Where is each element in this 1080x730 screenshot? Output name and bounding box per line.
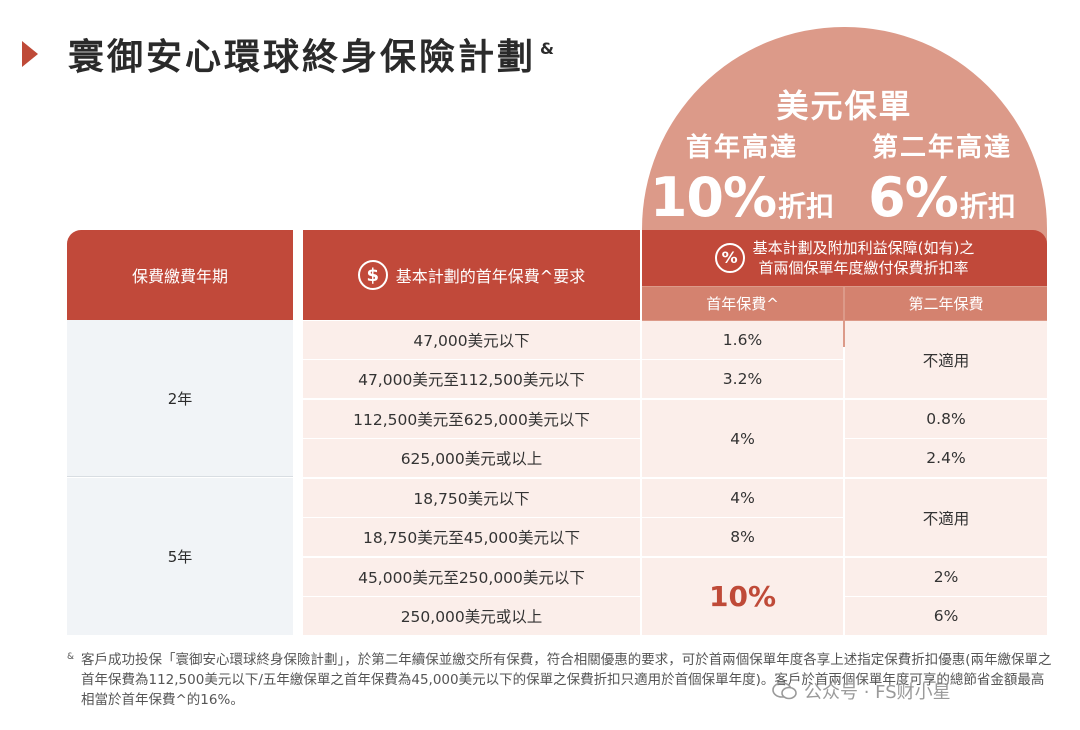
year1-cell: 3.2% [642,360,843,398]
table-row-req: 47,000美元至112,500美元以下 [303,360,640,398]
footnote-text: 客戶成功投保「寰御安心環球終身保險計劃」，於第二年續保並繳交所有保費，符合相關優… [81,652,1052,708]
year2-cell: 2% [845,558,1047,596]
year1-highlight-value: 10% [708,580,777,613]
promo-heading: 美元保單 [776,87,913,125]
table-row-req: 45,000美元至250,000美元以下 [303,558,640,596]
table-row-req: 18,750美元以下 [303,479,640,517]
promo-year2-pct: 6% [868,166,959,229]
promo-year2-label: 第二年高達 [871,133,1012,163]
table-row-req: 18,750美元至45,000美元以下 [303,518,640,556]
promo-year1: 首年高達 10%折扣 [642,127,842,229]
promo-year2-discount: 折扣 [959,190,1016,223]
percent-icon: % [714,243,745,273]
header-discount-line2: 首兩個保單年度繳付保費折扣率 [758,259,969,277]
dollar-icon: $ [357,260,388,290]
footnote: & 客戶成功投保「寰御安心環球終身保險計劃」，於第二年續保並繳交所有保費，符合相… [67,650,1052,710]
year1-cell: 1.6% [642,321,843,359]
page-title: 寰御安心環球終身保險計劃 [68,37,537,78]
year1-cell: 4% [642,400,843,477]
table-row-req: 250,000美元或以上 [303,597,640,635]
header-discount-line1: 基本計劃及附加利益保障(如有)之 [752,239,975,257]
header-year2: 第二年保費 [845,287,1047,320]
promo-year2: 第二年高達 6%折扣 [842,127,1042,229]
promo-year1-discount: 折扣 [778,190,835,223]
period-2-years: 2年 [67,320,293,477]
title-block: 寰御安心環球終身保險計劃 & [22,28,554,80]
footnote-mark: & [67,652,75,662]
promo-year1-label: 首年高達 [685,133,798,163]
header-requirement-label: 基本計劃的首年保費^要求 [395,267,586,286]
year1-cell: 4% [642,479,843,517]
title-arrow-icon [22,41,38,67]
wechat-icon [772,682,797,700]
year2-cell: 不適用 [845,479,1047,556]
period-5-years: 5年 [67,478,293,635]
header-discount: % 基本計劃及附加利益保障(如有)之 首兩個保單年度繳付保費折扣率 [642,230,1047,286]
year2-cell: 不適用 [845,321,1047,398]
title-superscript: & [540,38,554,58]
watermark: 公众号 · FS财小星 [772,678,951,704]
year1-cell-highlight: 10% [642,558,843,635]
watermark-text: 公众号 · FS财小星 [804,682,951,703]
year1-cell: 8% [642,518,843,556]
table-row-req: 112,500美元至625,000美元以下 [303,400,640,438]
year2-cell: 2.4% [845,439,1047,477]
table-row-req: 47,000美元以下 [303,321,640,359]
header-period: 保費繳費年期 [67,230,293,320]
promo-year1-pct: 10% [649,166,777,229]
year2-cell: 0.8% [845,400,1047,438]
header-year1: 首年保費^ [642,287,843,320]
table-row-req: 625,000美元或以上 [303,439,640,477]
header-requirement: $ 基本計劃的首年保費^要求 [303,230,640,320]
year2-cell: 6% [845,597,1047,635]
